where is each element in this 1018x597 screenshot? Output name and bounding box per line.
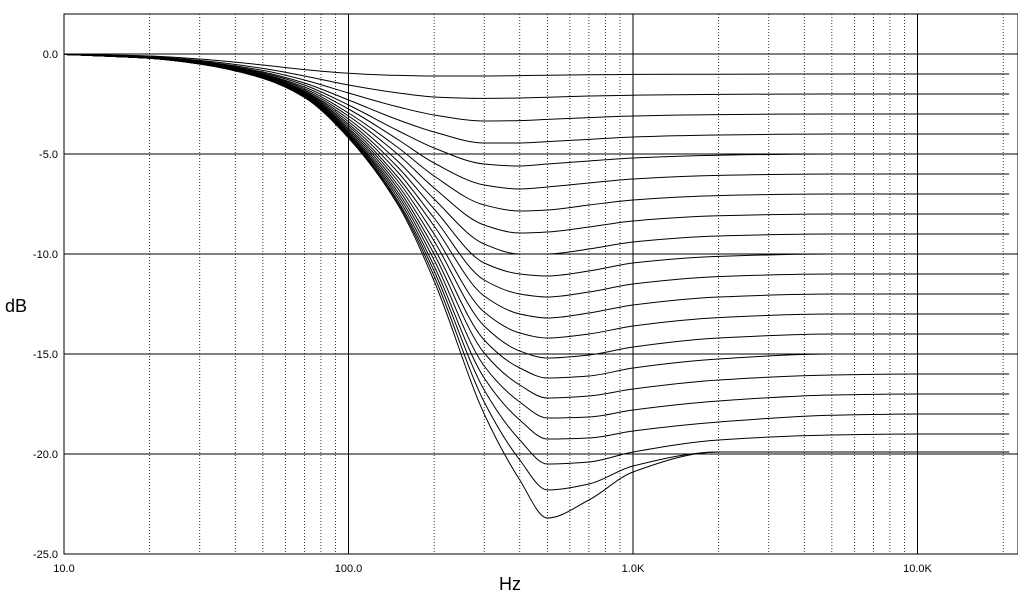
y-axis-label: dB xyxy=(5,296,27,316)
x-tick-label: 1.0K xyxy=(622,563,645,575)
y-tick-label: -10.0 xyxy=(33,249,58,261)
y-tick-labels: 0.0 -5.0 -10.0 -15.0 -20.0 -25.0 xyxy=(33,49,58,561)
x-tick-label: 10.0 xyxy=(53,563,74,575)
minor-grid xyxy=(149,14,1004,554)
x-tick-label: 100.0 xyxy=(335,563,363,575)
response-curve-2 xyxy=(63,53,1010,99)
response-curve-21 xyxy=(63,53,1010,519)
x-axis-label: Hz xyxy=(499,574,521,594)
response-curve-4 xyxy=(63,53,1010,144)
x-tick-label: 10.0K xyxy=(903,563,932,575)
x-tick-labels: 10.0 100.0 1.0K 10.0K xyxy=(53,563,932,575)
y-tick-label: -20.0 xyxy=(33,449,58,461)
response-curve-1 xyxy=(63,53,1010,77)
y-tick-label: -15.0 xyxy=(33,349,58,361)
y-tick-label: -25.0 xyxy=(33,549,58,561)
response-curve-3 xyxy=(63,53,1010,122)
y-tick-label: 0.0 xyxy=(43,49,58,61)
response-curves xyxy=(63,53,1010,519)
plot-frame xyxy=(63,13,1018,555)
y-tick-label: -5.0 xyxy=(39,149,58,161)
response-curve-5 xyxy=(63,53,1010,167)
